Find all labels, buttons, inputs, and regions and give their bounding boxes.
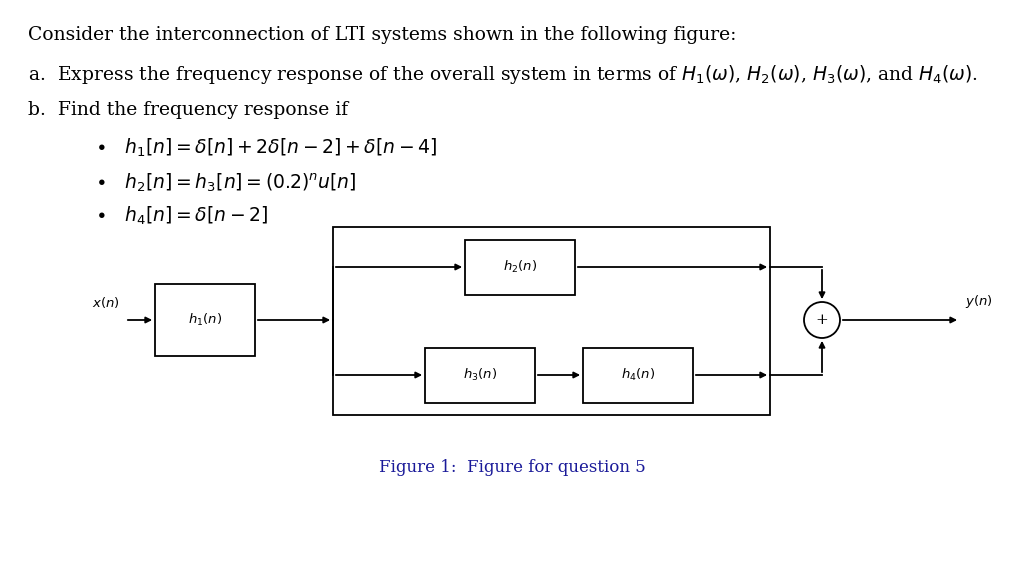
- Text: $x(n)$: $x(n)$: [92, 295, 120, 310]
- Text: $\bullet$   $h_4[n] = \delta[n-2]$: $\bullet$ $h_4[n] = \delta[n-2]$: [95, 205, 268, 227]
- Bar: [333, 227, 770, 415]
- Text: $h_4(n)$: $h_4(n)$: [621, 367, 655, 383]
- Text: $\bullet$   $h_1[n] = \delta[n] + 2\delta[n-2] + \delta[n-4]$: $\bullet$ $h_1[n] = \delta[n] + 2\delta[…: [95, 137, 437, 159]
- Text: $\bullet$   $h_2[n] = h_3[n] = (0.2)^n u[n]$: $\bullet$ $h_2[n] = h_3[n] = (0.2)^n u[n…: [95, 171, 356, 194]
- Text: Consider the interconnection of LTI systems shown in the following figure:: Consider the interconnection of LTI syst…: [28, 26, 736, 44]
- Bar: [425, 347, 535, 402]
- Text: b.  Find the frequency response if: b. Find the frequency response if: [28, 101, 348, 119]
- Text: $h_3(n)$: $h_3(n)$: [463, 367, 497, 383]
- Text: a.  Express the frequency response of the overall system in terms of $H_1(\omega: a. Express the frequency response of the…: [28, 63, 978, 86]
- Text: Figure 1:  Figure for question 5: Figure 1: Figure for question 5: [379, 458, 645, 476]
- Bar: [465, 240, 575, 294]
- Text: $h_2(n)$: $h_2(n)$: [503, 259, 538, 275]
- Text: $h_1(n)$: $h_1(n)$: [187, 312, 222, 328]
- Text: +: +: [816, 313, 828, 327]
- Bar: [583, 347, 693, 402]
- Text: $y(n)$: $y(n)$: [965, 293, 992, 310]
- Bar: [155, 284, 255, 356]
